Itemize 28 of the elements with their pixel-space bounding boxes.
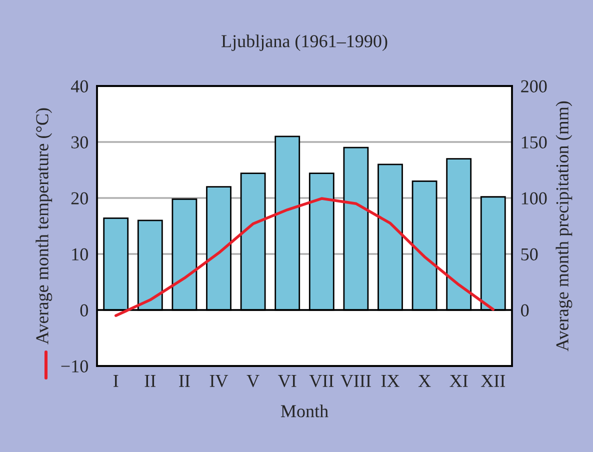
y2-tick-label: 150	[522, 136, 547, 148]
x-tick-label: VI	[278, 375, 296, 388]
y-tick-label: 30	[71, 136, 88, 148]
y-tick-label: 20	[71, 192, 88, 204]
x-tick-label: VII	[309, 375, 334, 388]
x-tick-label: II	[179, 375, 190, 387]
x-tick-label: XI	[450, 375, 468, 387]
y2-axis-title: Average month precipitation (mm)	[556, 101, 572, 352]
x-tick-label: II	[144, 375, 156, 387]
x-tick-label: XII	[481, 375, 506, 387]
y2-tick-label: 200	[521, 80, 547, 92]
x-tick-label: IV	[210, 375, 228, 388]
x-axis-title: Month	[280, 404, 328, 418]
y-tick-label: 40	[70, 80, 88, 92]
x-tick-label: I	[114, 375, 118, 387]
line-series	[114, 197, 495, 317]
x-tick-label: X	[418, 375, 431, 387]
y2-tick-label: 0	[521, 304, 529, 316]
y-tick-label: 0	[80, 304, 88, 316]
y-tick-label: 10	[72, 248, 88, 260]
y-axis-title: Average month temperature (°C)	[36, 108, 52, 344]
y2-tick-label: 50	[521, 248, 538, 260]
x-tick-label: VIII	[340, 375, 371, 388]
y2-tick-label: 100	[522, 192, 547, 204]
x-tick-label: V	[246, 375, 260, 388]
x-tick-label: IX	[381, 375, 400, 387]
y-tick-label: −10	[61, 360, 88, 372]
chart-title: Ljubljana (1961–1990)	[222, 34, 388, 51]
